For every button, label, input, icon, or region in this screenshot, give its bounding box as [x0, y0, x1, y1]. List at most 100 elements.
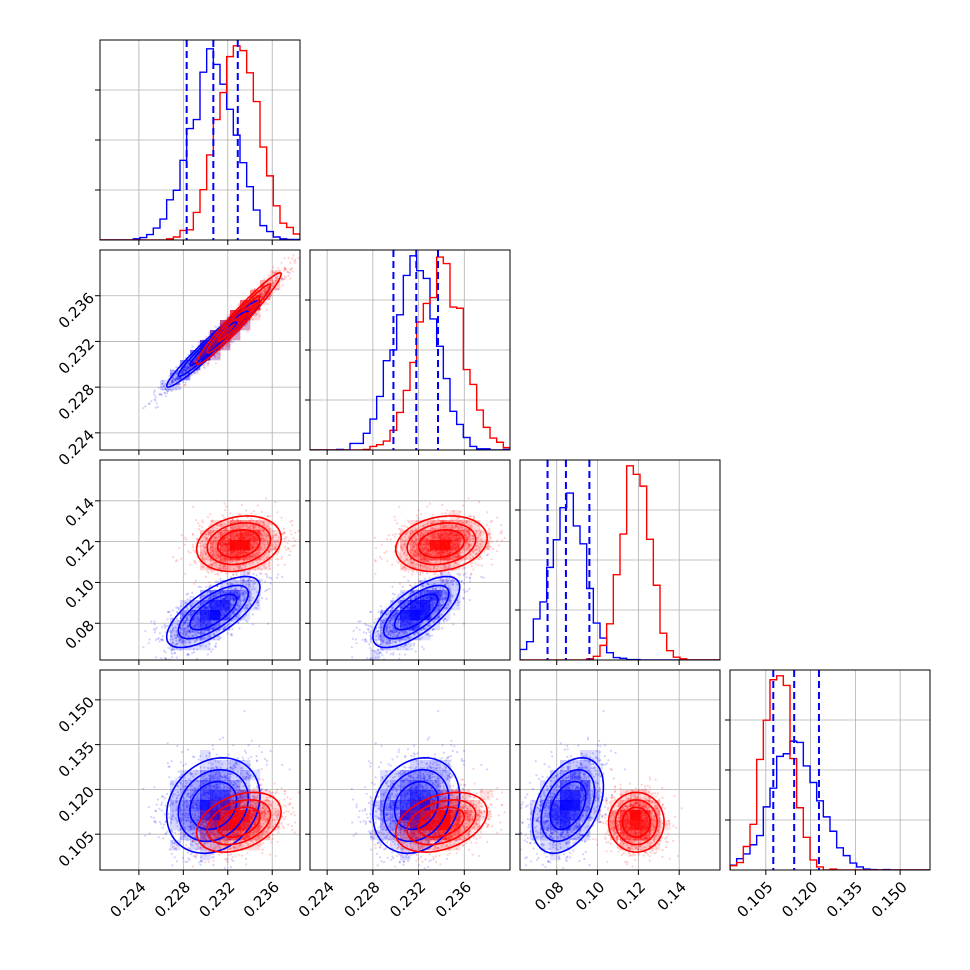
scatter-point	[142, 646, 145, 649]
scatter-point	[187, 629, 190, 632]
scatter-point	[167, 647, 170, 650]
scatter-point	[208, 589, 211, 593]
scatter-point	[212, 633, 215, 636]
scatter-point	[208, 597, 211, 600]
scatter-point	[285, 548, 288, 551]
scatter-point	[152, 628, 155, 631]
scatter-point	[183, 611, 186, 614]
scatter-point	[166, 392, 169, 395]
scatter-point	[274, 548, 277, 551]
scatter-point	[262, 289, 265, 292]
scatter-point	[223, 516, 226, 519]
scatter-point	[153, 393, 156, 396]
scatter-point	[185, 378, 189, 381]
panel-2-0: 0.080.100.120.14	[62, 459, 301, 665]
scatter-point	[206, 362, 210, 365]
scatter-point	[280, 278, 284, 281]
scatter-point	[169, 614, 172, 617]
scatter-point	[234, 607, 237, 611]
scatter-point	[171, 378, 174, 382]
scatter-point	[266, 534, 269, 537]
scatter-point	[231, 610, 234, 614]
scatter-point	[232, 573, 235, 577]
scatter-point	[211, 627, 214, 630]
scatter-point	[224, 509, 227, 512]
density-cell	[240, 320, 251, 331]
scatter-point	[185, 618, 188, 622]
scatter-point	[231, 611, 234, 614]
scatter-point	[290, 267, 294, 270]
scatter-point	[249, 594, 253, 597]
scatter-point	[185, 627, 188, 630]
scatter-point	[206, 653, 209, 656]
scatter-point	[182, 621, 185, 625]
scatter-point	[175, 643, 178, 646]
scatter-point	[204, 575, 208, 579]
scatter-point	[269, 567, 272, 570]
scatter-point	[178, 640, 181, 643]
scatter-point	[256, 504, 259, 507]
scatter-point	[177, 378, 180, 381]
scatter-point	[236, 519, 239, 522]
scatter-point	[156, 405, 159, 408]
scatter-point	[185, 631, 188, 634]
scatter-point	[247, 579, 250, 582]
scatter-point	[248, 592, 251, 595]
scatter-point	[265, 576, 269, 579]
scatter-point	[186, 365, 189, 369]
scatter-point	[189, 595, 192, 599]
scatter-point	[253, 526, 256, 529]
scatter-point	[229, 583, 232, 586]
scatter-point	[179, 627, 182, 630]
scatter-point	[206, 364, 209, 367]
scatter-point	[187, 624, 190, 627]
scatter-point	[253, 288, 256, 291]
scatter-point	[174, 379, 177, 383]
scatter-point	[200, 639, 203, 642]
scatter-point	[260, 291, 263, 294]
scatter-point	[198, 597, 201, 600]
scatter-point	[241, 617, 244, 620]
scatter-point	[269, 558, 272, 561]
scatter-point	[216, 592, 219, 595]
scatter-point	[158, 393, 161, 396]
scatter-point	[269, 544, 272, 548]
scatter-point	[245, 604, 248, 608]
panel-0-0	[95, 39, 301, 245]
scatter-point	[213, 638, 216, 641]
scatter-point	[187, 365, 190, 368]
scatter-point	[228, 340, 231, 343]
scatter-point	[153, 631, 156, 634]
scatter-point	[227, 327, 230, 330]
scatter-point	[199, 631, 202, 634]
scatter-point	[205, 585, 208, 588]
scatter-point	[285, 268, 288, 271]
scatter-point	[187, 550, 190, 553]
scatter-point	[245, 619, 248, 622]
scatter-point	[183, 628, 186, 631]
scatter-point	[188, 630, 191, 634]
scatter-point	[260, 510, 263, 513]
scatter-point	[173, 651, 176, 654]
scatter-point	[270, 577, 273, 580]
scatter-point	[200, 637, 203, 640]
scatter-point	[305, 248, 307, 250]
scatter-point	[175, 372, 178, 375]
scatter-point	[171, 380, 174, 383]
scatter-point	[181, 371, 184, 374]
scatter-point	[223, 627, 226, 630]
density-cell	[240, 300, 251, 311]
scatter-point	[221, 347, 224, 350]
scatter-point	[234, 608, 238, 611]
density-cell	[260, 280, 271, 291]
scatter-point	[193, 630, 196, 634]
scatter-point	[227, 327, 230, 330]
scatter-point	[249, 579, 252, 582]
scatter-point	[174, 379, 177, 382]
scatter-point	[163, 392, 166, 395]
scatter-point	[175, 606, 178, 609]
scatter-point	[239, 513, 242, 516]
scatter-point	[219, 636, 222, 639]
scatter-point	[184, 661, 186, 663]
scatter-point	[172, 646, 175, 650]
